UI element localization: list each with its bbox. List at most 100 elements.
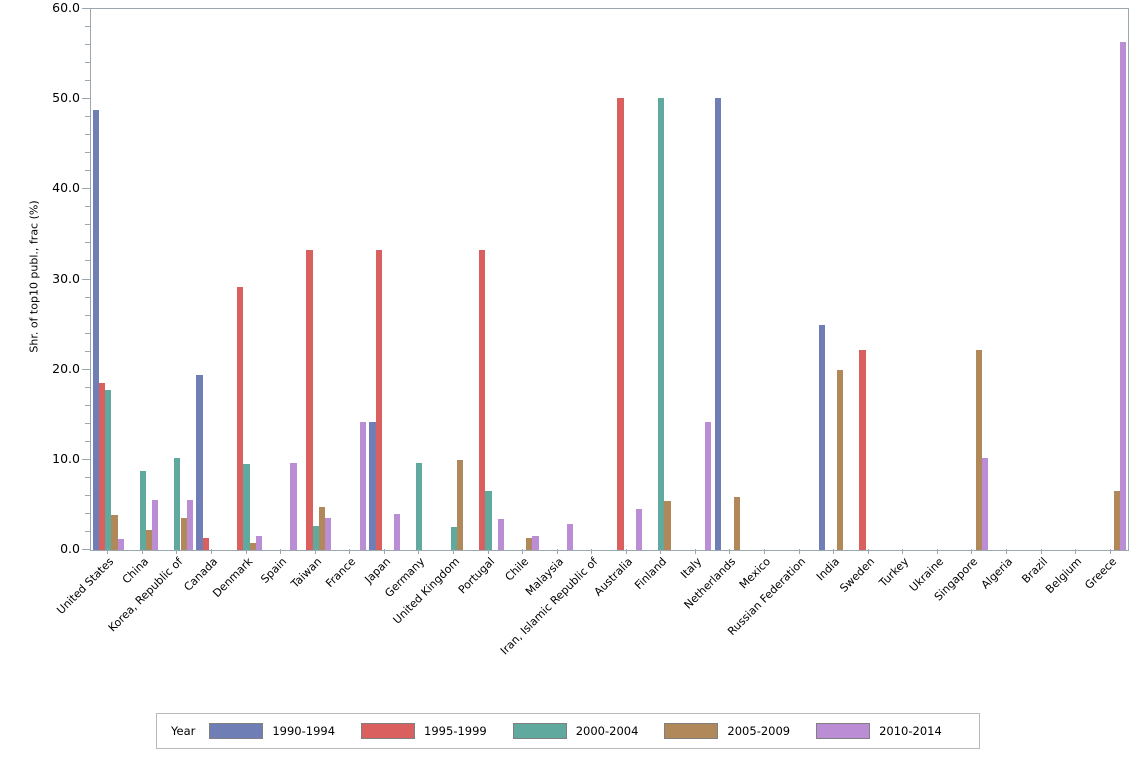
x-axis-tick [694, 549, 696, 554]
bar-group [196, 9, 227, 550]
bar-group [922, 9, 953, 550]
bar-group [714, 9, 746, 550]
y-axis-minor-tick [85, 206, 90, 208]
bar [394, 513, 401, 550]
y-axis-minor-tick [85, 80, 90, 82]
bar [485, 490, 492, 550]
x-axis-tick [1040, 549, 1042, 554]
x-axis-tick [141, 549, 143, 554]
x-axis-tick [833, 549, 835, 554]
legend-swatch [361, 723, 416, 739]
y-axis-minor-tick [85, 440, 90, 442]
bar [255, 535, 263, 550]
bar [705, 421, 712, 550]
legend-swatch [512, 723, 567, 739]
bar-group [577, 9, 608, 550]
x-axis-tick [245, 549, 247, 554]
bar-group [1061, 9, 1092, 550]
legend-item[interactable]: 2005-2009 [664, 723, 790, 739]
bar [359, 421, 366, 550]
bar [249, 542, 256, 550]
bar [1120, 42, 1127, 550]
y-axis-minor-tick [85, 494, 90, 496]
y-axis-minor-tick [85, 134, 90, 136]
bar [733, 496, 740, 550]
bar [98, 383, 106, 550]
x-axis-tick [452, 549, 454, 554]
bar [617, 98, 624, 550]
bar [566, 523, 574, 550]
bar-group [646, 9, 677, 550]
y-axis-tick-label: 10.0 [52, 450, 80, 466]
y-axis-minor-tick [85, 170, 90, 172]
y-axis-tick-label: 50.0 [52, 90, 80, 106]
y-axis-minor-tick [85, 116, 90, 118]
bar [92, 110, 99, 550]
y-axis-minor-tick [85, 512, 90, 514]
y-axis-minor-tick [85, 530, 90, 532]
bar [196, 375, 203, 550]
bar [375, 249, 382, 550]
x-axis-tick [971, 549, 973, 554]
bar [981, 458, 988, 550]
bar [450, 527, 458, 550]
bar-group [92, 9, 124, 550]
bar-group [369, 9, 401, 550]
bar [532, 536, 539, 550]
x-axis-tick [280, 549, 282, 554]
legend-title: Year [171, 724, 196, 738]
bar-group [680, 9, 712, 550]
y-axis-tick-label: 30.0 [52, 270, 80, 286]
y-axis-tick-label: 60.0 [52, 0, 80, 15]
bar [457, 459, 464, 550]
y-axis-minor-tick [85, 26, 90, 28]
x-axis-tick [1006, 549, 1008, 554]
x-axis-tick [660, 549, 662, 554]
bar-group [438, 9, 469, 550]
bar-group [300, 9, 332, 550]
legend-item[interactable]: 1990-1994 [209, 723, 335, 739]
legend-item[interactable]: 1995-1999 [361, 723, 487, 739]
bar-group [784, 9, 815, 550]
legend-label: 2010-2014 [879, 724, 942, 738]
bar [416, 463, 423, 550]
bar [202, 538, 209, 550]
x-axis-tick [314, 549, 316, 554]
bar [479, 249, 486, 550]
y-axis-tick-label: 40.0 [52, 180, 80, 196]
bar [975, 349, 982, 550]
bar [369, 421, 376, 550]
y-axis-minor-tick [85, 422, 90, 424]
bar [636, 508, 643, 550]
x-axis-tick [383, 549, 385, 554]
bar-group [266, 9, 297, 550]
bar-group [1095, 9, 1127, 550]
bar-group [992, 9, 1023, 550]
legend-label: 1995-1999 [424, 724, 487, 738]
chart-legend: Year 1990-1994 1995-1999 2000-2004 2005-200… [156, 713, 980, 749]
y-axis-minor-tick [85, 242, 90, 244]
bar-group [853, 9, 884, 550]
x-axis-tick [936, 549, 938, 554]
x-axis-tick [902, 549, 904, 554]
y-axis-minor-tick [85, 476, 90, 478]
x-axis-tick [556, 549, 558, 554]
x-axis-tick [625, 549, 627, 554]
legend-item[interactable]: 2000-2004 [512, 723, 638, 739]
x-axis-tick [210, 549, 212, 554]
x-axis-tick [1075, 549, 1077, 554]
bar [658, 98, 665, 550]
bar [312, 525, 319, 550]
legend-swatch [816, 723, 871, 739]
plot-inner [91, 9, 1128, 550]
y-axis-tick [82, 549, 90, 550]
y-axis-tick [82, 368, 90, 370]
legend-item[interactable]: 2010-2014 [816, 723, 942, 739]
x-axis-tick [1109, 549, 1111, 554]
bar [290, 463, 297, 550]
bar [859, 349, 866, 550]
y-axis-minor-tick [85, 296, 90, 298]
x-axis-tick [487, 549, 489, 554]
y-axis-minor-tick [85, 314, 90, 316]
x-axis-tick [522, 549, 524, 554]
